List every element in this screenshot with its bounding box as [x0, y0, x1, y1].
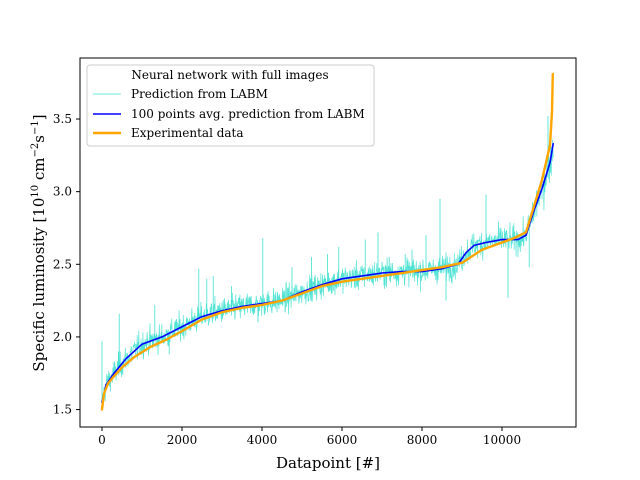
y-axis-label-end: ]	[30, 114, 48, 120]
legend-title: Neural network with full images	[131, 68, 328, 82]
x-axis-label: Datapoint [#]	[276, 454, 380, 472]
y-tick-label: 3.5	[53, 112, 72, 126]
y-axis-label-exp1: 10	[30, 185, 41, 198]
x-tick-label: 0	[98, 433, 106, 447]
y-axis-label-mid2: s	[30, 135, 48, 143]
axes-frame	[79, 57, 577, 428]
axis-ticks: 0 2000 4000 6000 8000 10000 1.5 2.0 2.5 3.0 3.5	[53, 112, 521, 447]
x-tick-label: 2000	[167, 433, 198, 447]
y-tick-label: 3.0	[53, 185, 72, 199]
series-experimental-line	[100, 72, 554, 411]
x-tick-label: 6000	[327, 433, 358, 447]
x-tick-label: 10000	[483, 433, 521, 447]
x-tick-label: 4000	[247, 433, 278, 447]
x-tick-label: 8000	[407, 433, 438, 447]
y-tick-label: 2.5	[53, 257, 72, 271]
y-axis-label-mid: cm	[30, 157, 48, 184]
y-tick-label: 1.5	[53, 403, 72, 417]
series-prediction-line	[101, 139, 554, 402]
y-axis-label-main: Specific luminosity [10	[30, 198, 48, 372]
legend-label-experimental: Experimental data	[131, 126, 244, 140]
legend-label-average: 100 points avg. prediction from LABM	[131, 107, 365, 121]
legend-box	[86, 64, 375, 147]
legend-label-prediction: Prediction from LABM	[131, 87, 268, 101]
y-tick-label: 2.0	[53, 330, 72, 344]
plot-area	[100, 72, 555, 411]
y-axis-label-exp3: −1	[30, 120, 41, 135]
y-axis-label: Specific luminosity [1010 cm−2s−1]	[30, 114, 48, 371]
series-average-line	[101, 142, 555, 404]
y-axis-label-exp2: −2	[30, 143, 41, 158]
legend: Neural network with full images Predicti…	[86, 64, 375, 147]
